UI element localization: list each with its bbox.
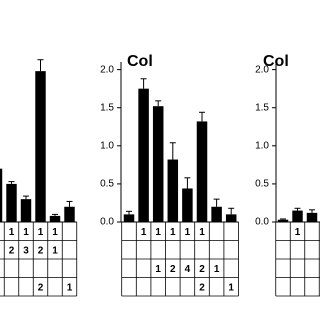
y-tick-label: 1.5	[100, 102, 114, 113]
bar	[152, 106, 164, 222]
bar	[138, 88, 149, 223]
table-cell: 1	[155, 264, 161, 275]
table-cell: 1	[52, 245, 58, 256]
panel-title: Col	[127, 53, 153, 70]
bar	[49, 215, 61, 222]
bar	[182, 188, 193, 222]
bar	[167, 159, 179, 222]
y-tick-label: 1.0	[100, 140, 114, 151]
y-tick-label: 0.0	[255, 217, 269, 228]
table-cell: 3	[23, 245, 29, 256]
y-tick-label: 0.5	[255, 179, 269, 190]
bar	[64, 206, 75, 222]
table-cell: 1	[199, 227, 205, 238]
y-tick-label: 0.0	[100, 217, 114, 228]
table-cell: 2	[199, 264, 205, 275]
y-tick-label: 1.0	[255, 140, 269, 151]
table-cell: 1	[214, 264, 220, 275]
bar	[6, 183, 17, 222]
bar	[20, 199, 32, 222]
y-tick-label: 1.5	[255, 102, 269, 113]
table-cell: 1	[295, 227, 301, 238]
table-cell: 2	[38, 282, 44, 293]
bar	[123, 214, 135, 222]
table-cell: 4	[185, 264, 191, 275]
table-cell: 1	[155, 227, 161, 238]
bar	[277, 219, 289, 222]
table-cell: 1	[38, 227, 44, 238]
panel-title: Col	[263, 53, 289, 70]
table-cell: 1	[52, 227, 58, 238]
table-cell: 2	[38, 245, 44, 256]
bar	[211, 206, 222, 222]
bar	[292, 210, 303, 222]
bar	[225, 214, 237, 222]
table-cell: 2	[199, 282, 205, 293]
table-cell: 2	[9, 245, 15, 256]
bar	[35, 71, 46, 223]
table-cell: 2	[170, 264, 176, 275]
bar	[196, 121, 208, 222]
table-cell: 1	[228, 282, 234, 293]
table-cell: 1	[185, 227, 191, 238]
y-tick-label: 2.0	[255, 64, 269, 75]
table-cell: 1	[170, 227, 176, 238]
table-cell: 1	[67, 282, 73, 293]
table-cell: 1	[141, 227, 147, 238]
y-tick-label: 2.0	[100, 64, 114, 75]
table-cell: 1	[9, 227, 15, 238]
bar	[0, 168, 3, 222]
bar	[306, 212, 318, 222]
y-tick-label: 0.5	[100, 179, 114, 190]
table-cell: 1	[23, 227, 29, 238]
